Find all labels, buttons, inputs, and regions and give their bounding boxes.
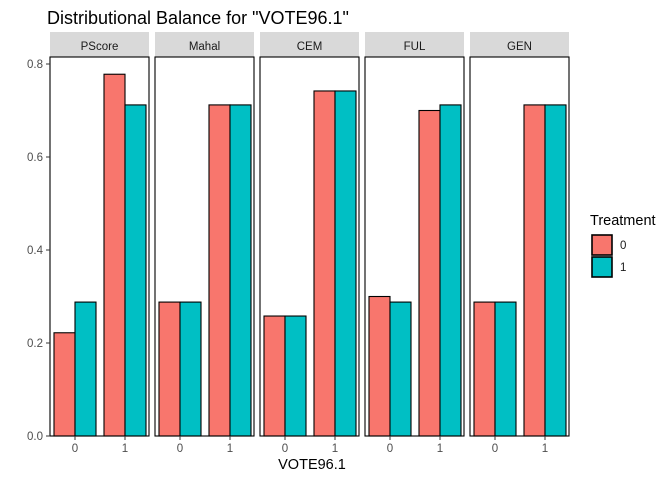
facet-panel-pscore: PScore 0 1 (49, 32, 150, 455)
panel-border (259, 56, 360, 437)
x-tick-label: 1 (437, 443, 443, 455)
x-tick-label: 1 (122, 443, 128, 455)
legend-label-1: 1 (620, 262, 626, 274)
facet-strip-label: GEN (507, 41, 532, 53)
y-tick-label: 0.8 (27, 59, 43, 71)
legend-key-1 (591, 256, 613, 278)
facet-strip-label: CEM (297, 41, 323, 53)
facet-strip (260, 32, 359, 57)
y-tick-label: 0.2 (27, 338, 43, 350)
facet-panel-cem: CEM 0 1 (259, 32, 360, 455)
facet-strip-label: Mahal (189, 41, 220, 53)
facet-panel-mahal: Mahal 0 1 (154, 32, 255, 455)
panel-border (154, 56, 255, 437)
bar-cem-cat0-treat1 (284, 315, 307, 437)
bar-cem-cat1-treat0 (313, 90, 336, 437)
x-tick-label: 0 (387, 443, 393, 455)
facet-strip-label: FUL (404, 41, 426, 53)
facet-panel-gen: GEN 0 1 (469, 32, 570, 455)
panel-border (364, 56, 465, 437)
x-tick-label: 1 (542, 443, 548, 455)
facet-panel-ful: FUL 0 1 (364, 32, 465, 455)
bar-gen-cat1-treat0 (523, 104, 546, 437)
bar-cem-cat1-treat1 (334, 90, 357, 437)
x-axis-title: VOTE96.1 (278, 457, 346, 473)
bar-gen-cat1-treat1 (544, 104, 567, 437)
bar-gen-cat0-treat0 (473, 301, 496, 437)
facet-strip (50, 32, 149, 57)
bar-mahal-cat0-treat0 (158, 301, 181, 437)
bar-ful-cat0-treat1 (389, 301, 412, 437)
y-tick-label: 0.4 (27, 245, 44, 257)
panel-border (469, 56, 570, 437)
bar-pscore-cat0-treat1 (74, 301, 97, 437)
x-tick-label: 0 (282, 443, 288, 455)
facet-strip (470, 32, 569, 57)
legend-title: Treatment (590, 213, 656, 229)
bar-pscore-cat1-treat0 (103, 73, 126, 437)
x-tick-label: 0 (72, 443, 78, 455)
bar-ful-cat1-treat0 (418, 109, 441, 437)
bar-ful-cat1-treat1 (439, 104, 462, 437)
y-axis: 0.0 0.2 0.4 0.6 0.8 (27, 59, 50, 443)
bar-gen-cat0-treat1 (494, 301, 517, 437)
legend-key-0 (591, 234, 613, 256)
x-tick-label: 1 (227, 443, 233, 455)
y-tick-label: 0.0 (27, 431, 43, 443)
facet-strip (365, 32, 464, 57)
bar-mahal-cat1-treat1 (229, 104, 252, 437)
panel-border (49, 56, 150, 437)
bar-cem-cat0-treat0 (263, 315, 286, 437)
bar-mahal-cat0-treat1 (179, 301, 202, 437)
y-tick-label: 0.6 (27, 152, 43, 164)
facet-strip-label: PScore (81, 41, 119, 53)
chart-title: Distributional Balance for "VOTE96.1" (47, 8, 349, 28)
bar-ful-cat0-treat0 (368, 295, 391, 437)
x-tick-label: 1 (332, 443, 338, 455)
legend-label-0: 0 (620, 240, 626, 252)
bar-mahal-cat1-treat0 (208, 104, 231, 437)
bar-pscore-cat1-treat1 (124, 104, 147, 437)
x-tick-label: 0 (492, 443, 498, 455)
facet-strip (155, 32, 254, 57)
legend: Treatment 0 1 (590, 213, 656, 278)
x-tick-label: 0 (177, 443, 183, 455)
bar-pscore-cat0-treat0 (53, 332, 76, 437)
facets-layer: PScore 0 1 Mahal 0 1 CEM 0 1 FUL 0 1 GEN 0 1 (49, 32, 570, 455)
